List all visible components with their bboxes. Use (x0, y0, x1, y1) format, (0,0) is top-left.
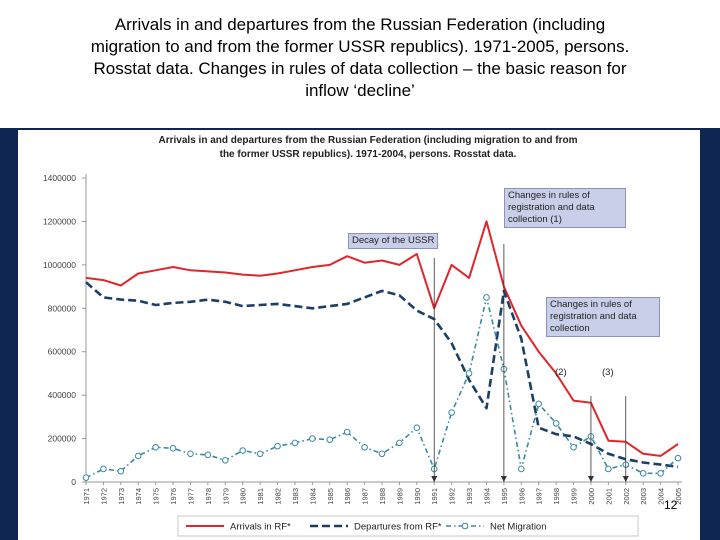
x-tick-label: 1997 (535, 488, 544, 505)
arrow-head (431, 476, 438, 482)
x-tick-label: 1972 (99, 488, 108, 505)
x-tick-label: 1974 (134, 488, 143, 505)
net-migration-point (309, 435, 316, 442)
y-tick-label: 0 (71, 477, 76, 487)
x-tick-label: 1971 (82, 488, 91, 505)
series-line-0 (85, 220, 679, 457)
x-tick-label: 1982 (274, 488, 283, 505)
annotation-arrows (431, 244, 629, 482)
net-migration-point (343, 428, 351, 436)
x-tick-label: 1995 (500, 488, 509, 505)
net-migration-point (256, 450, 264, 458)
net-migration-point (448, 409, 455, 416)
x-tick-label: 1988 (378, 488, 387, 505)
chart-title: Arrivals in and departures from the Russ… (158, 135, 578, 160)
annotation-rules-change-1: Changes in rules of registration and dat… (504, 188, 626, 228)
x-tick-label: 1999 (570, 488, 579, 505)
x-tick-label: 2005 (674, 488, 683, 505)
annotation-label-3: (3) (602, 367, 614, 378)
net-migration-point (517, 465, 525, 473)
net-migration-point (291, 439, 299, 447)
net-migration-point (187, 450, 194, 458)
x-tick-label: 1976 (169, 488, 178, 505)
legend-label-1: Departures from RF* (354, 522, 442, 533)
net-migration-point (396, 439, 403, 447)
x-tick-label: 1980 (239, 488, 248, 505)
net-migration-point (274, 442, 281, 450)
x-tick-label: 1981 (256, 488, 265, 505)
x-tick-label: 2004 (657, 488, 666, 505)
x-tick-label: 1994 (482, 488, 491, 505)
net-migration-point (570, 443, 577, 451)
y-tick-label: 600000 (48, 347, 77, 357)
x-tick-label: 2002 (622, 488, 631, 505)
net-migration-point (326, 436, 334, 443)
y-tick-label: 1200000 (43, 216, 76, 226)
y-tick-label: 200000 (48, 434, 77, 444)
chart-panel: Arrivals in and departures from the Russ… (18, 130, 700, 540)
arrow-head (587, 476, 594, 482)
net-migration-point (82, 474, 90, 481)
legend-label-0: Arrivals in RF* (230, 522, 291, 533)
net-migration-point (361, 443, 368, 451)
x-tick-label: 1985 (326, 488, 335, 505)
x-tick-label: 1989 (395, 488, 404, 505)
annotation-label-2: (2) (555, 367, 567, 378)
net-migration-point (413, 424, 421, 432)
legend-box (177, 515, 639, 537)
y-tick-label: 800000 (48, 303, 77, 313)
x-tick-label: 2000 (587, 488, 596, 505)
chart-series (82, 220, 682, 481)
legend-label-2: Net Migration (490, 522, 547, 533)
net-migration-point (204, 451, 212, 459)
net-migration-point (483, 294, 490, 301)
x-tick-label: 1978 (204, 488, 213, 505)
net-migration-point (639, 470, 647, 477)
x-tick-label: 1973 (117, 488, 126, 505)
series-line-1 (85, 281, 679, 469)
x-tick-label: 2003 (639, 488, 648, 505)
annotation-rules-change-2: Changes in rules of registration and dat… (546, 297, 660, 337)
net-migration-point (552, 420, 560, 427)
x-tick-label: 1992 (448, 488, 457, 505)
line-chart: 0 200000 400000 600000 800000 1000000 1200000 1… (43, 173, 683, 537)
x-tick-label: 1977 (186, 488, 195, 505)
arrow-head (622, 476, 629, 482)
x-tick-label: 1993 (465, 488, 474, 505)
net-migration-point (221, 456, 229, 464)
x-tick-label: 1998 (552, 488, 561, 505)
net-migration-point (169, 445, 177, 452)
net-migration-point (134, 452, 142, 460)
slide-number: 12 (664, 498, 678, 512)
x-tick-label: 1996 (517, 488, 526, 505)
x-tick-label: 1983 (291, 488, 300, 505)
x-tick-label: 1990 (413, 488, 422, 505)
x-tick-label: 2001 (604, 488, 613, 505)
x-tick-label: 1975 (152, 488, 161, 505)
arrow-head (500, 476, 507, 482)
y-tick-label: 400000 (48, 390, 77, 400)
y-tick-label: 1400000 (43, 173, 76, 183)
net-migration-point (378, 450, 386, 458)
net-migration-point (605, 465, 612, 473)
net-migration-point (152, 443, 159, 451)
annotation-ussr-decay: Decay of the USSR (348, 233, 439, 249)
net-migration-point (117, 467, 125, 475)
net-migration-point (657, 470, 664, 477)
net-migration-point (674, 454, 682, 462)
y-tick-label: 1000000 (43, 260, 76, 270)
x-tick-label: 1986 (343, 488, 352, 505)
chart-axes: 0 200000 400000 600000 800000 1000000 1200000 1… (43, 173, 683, 505)
net-migration-point (535, 400, 543, 408)
net-migration-point (100, 465, 107, 473)
net-migration-point (465, 370, 473, 377)
slide-title: Arrivals in and departures from the Russ… (90, 15, 630, 100)
x-tick-label: 1984 (308, 488, 317, 505)
chart-legend: Arrivals in RF* Departures from RF* Net Mi… (177, 515, 639, 537)
legend-swatch-marker (461, 522, 469, 530)
net-migration-point (239, 447, 247, 454)
x-tick-label: 1987 (361, 488, 370, 505)
x-tick-label: 1979 (221, 488, 230, 505)
x-tick-label: 1991 (430, 488, 439, 505)
